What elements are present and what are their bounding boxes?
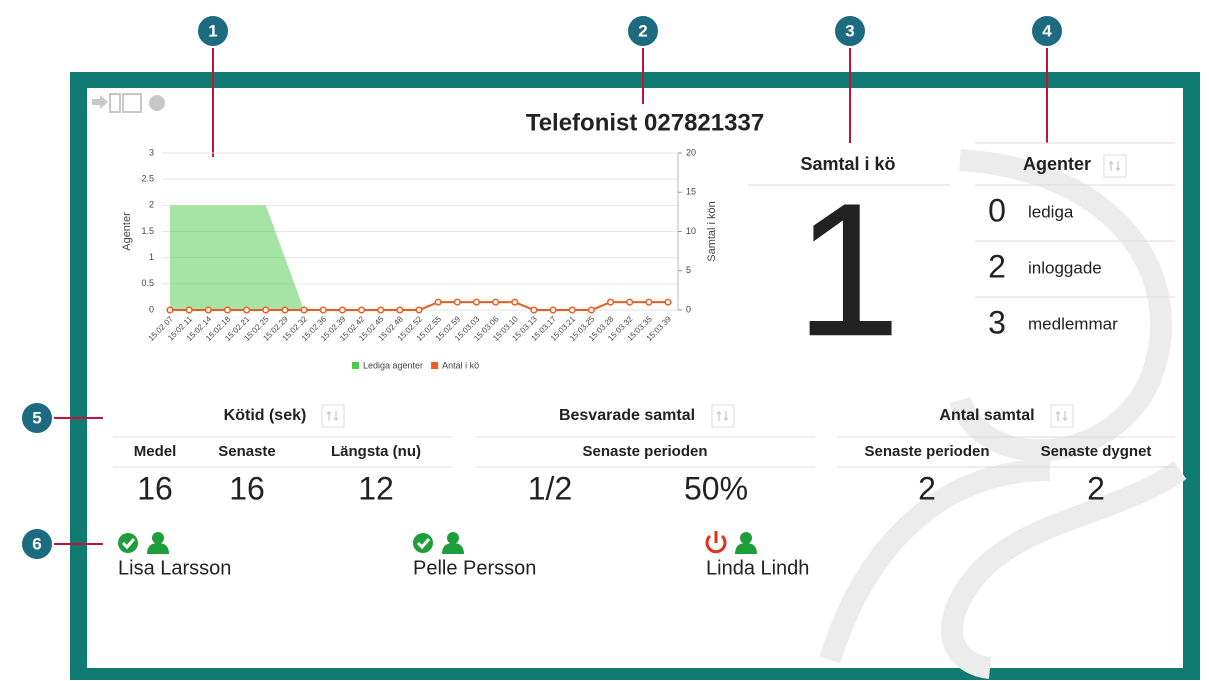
stat-value: 12 [358, 470, 394, 506]
stat-column: Senaste perioden [582, 443, 707, 460]
agent-name: Pelle Persson [413, 557, 536, 579]
stat-column: Senaste [218, 443, 276, 460]
point [646, 299, 652, 305]
sort-button[interactable] [1051, 405, 1073, 427]
y2-tick-label: 0 [686, 304, 691, 314]
stat-value: 1/2 [528, 470, 572, 506]
y-tick-label: 2.5 [141, 174, 154, 184]
stat-column: Senaste perioden [864, 443, 989, 460]
page: Telefonist 027821337 Samtal i kö 1 Agent… [0, 0, 1209, 681]
y2-tick-label: 15 [686, 187, 696, 197]
stat-column: Senaste dygnet [1041, 443, 1152, 460]
point [359, 307, 365, 313]
legend-label: Lediga agenter [363, 360, 423, 370]
y-tick-label: 3 [149, 147, 154, 157]
point [416, 307, 422, 313]
agent-label: lediga [1028, 202, 1074, 221]
agent-name: Linda Lindh [706, 557, 809, 579]
stat-title: Kötid (sek) [224, 407, 307, 424]
agent-name: Lisa Larsson [118, 557, 231, 579]
agent-count: 2 [988, 248, 1006, 284]
person-head [447, 532, 459, 544]
y2-axis-label: Samtal i kön [706, 201, 718, 262]
point [665, 299, 671, 305]
sort-button[interactable] [712, 405, 734, 427]
agent-count: 3 [988, 304, 1006, 340]
point [301, 307, 307, 313]
y-tick-label: 0 [149, 304, 154, 314]
person-head [152, 532, 164, 544]
point [244, 307, 250, 313]
legend-swatch [431, 362, 438, 369]
stat-value: 50% [684, 470, 748, 506]
point [455, 299, 461, 305]
status-icon [118, 533, 138, 553]
point [589, 307, 595, 313]
agent-label: inloggade [1028, 258, 1102, 277]
y-axis-label: Agenter [121, 212, 133, 251]
point [608, 299, 614, 305]
person-head [740, 532, 752, 544]
stat-value: 16 [229, 470, 265, 506]
callout-number: 4 [1042, 21, 1052, 40]
point [340, 307, 346, 313]
point [531, 307, 537, 313]
y-tick-label: 0.5 [141, 278, 154, 288]
y2-tick-label: 20 [686, 147, 696, 157]
point [474, 299, 480, 305]
stat-title: Besvarade samtal [559, 407, 695, 424]
point [550, 307, 556, 313]
point [320, 307, 326, 313]
y2-tick-label: 10 [686, 226, 696, 236]
legend-label: Antal i kö [442, 360, 479, 370]
callout-number: 2 [638, 21, 647, 40]
sort-button[interactable] [1104, 155, 1126, 177]
sort-button[interactable] [322, 405, 344, 427]
settings-icon[interactable] [149, 95, 165, 111]
point [225, 307, 231, 313]
stat-value: 2 [918, 470, 936, 506]
stat-column: Medel [134, 443, 177, 460]
agent-label: medlemmar [1028, 314, 1118, 333]
point [493, 299, 499, 305]
legend-swatch [352, 362, 359, 369]
title: Telefonist 027821337 [526, 109, 764, 136]
point [206, 307, 212, 313]
point [435, 299, 441, 305]
point [282, 307, 288, 313]
stat-value: 2 [1087, 470, 1105, 506]
stat-value: 16 [137, 470, 173, 506]
callout-number: 6 [32, 534, 41, 553]
point [378, 307, 384, 313]
dashboard: Telefonist 027821337 Samtal i kö 1 Agent… [0, 0, 1209, 681]
y2-tick-label: 5 [686, 265, 691, 275]
y-tick-label: 1 [149, 252, 154, 262]
y-tick-label: 1.5 [141, 226, 154, 236]
queue-value: 1 [795, 164, 901, 376]
point [167, 307, 173, 313]
stat-title: Antal samtal [939, 407, 1034, 424]
stat-column: Längsta (nu) [331, 443, 421, 460]
point [627, 299, 633, 305]
point [263, 307, 269, 313]
callout-number: 3 [845, 21, 854, 40]
agent-count: 0 [988, 192, 1006, 228]
point [397, 307, 403, 313]
callout-number: 1 [208, 21, 217, 40]
point [512, 299, 518, 305]
callout-number: 5 [32, 408, 41, 427]
point [186, 307, 192, 313]
y-tick-label: 2 [149, 200, 154, 210]
point [569, 307, 575, 313]
status-icon [413, 533, 433, 553]
agents-title: Agenter [1023, 154, 1091, 174]
